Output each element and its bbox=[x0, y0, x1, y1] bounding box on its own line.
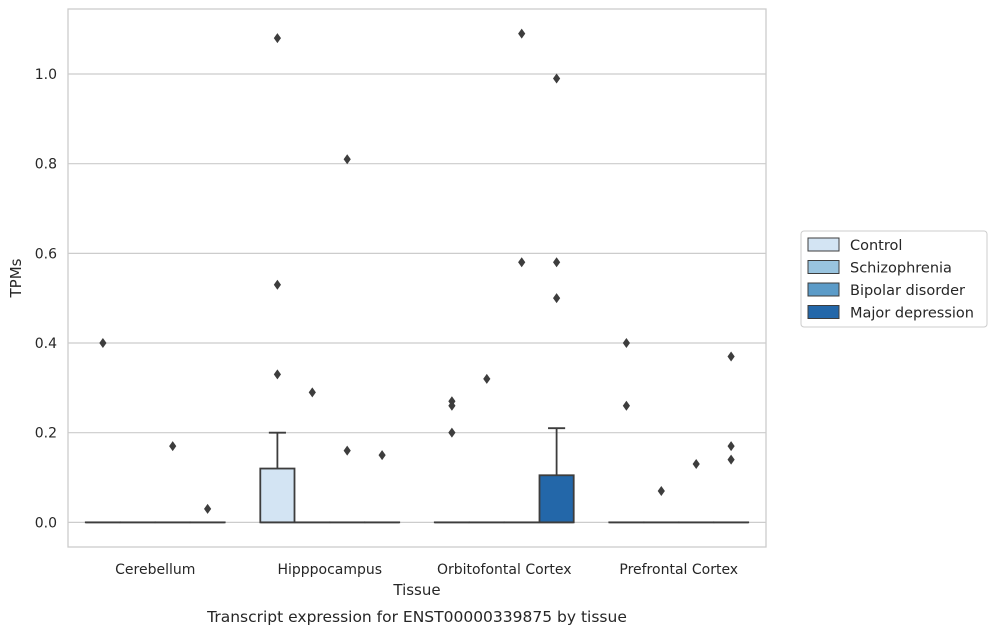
y-tick-label: 0.4 bbox=[35, 336, 57, 352]
outlier-point bbox=[343, 445, 351, 456]
outlier-point bbox=[273, 33, 281, 44]
outlier-point bbox=[308, 387, 316, 398]
y-tick-label: 0.0 bbox=[35, 515, 57, 531]
legend-label: Bipolar disorder bbox=[850, 283, 965, 299]
outlier-point bbox=[518, 257, 526, 268]
outlier-point bbox=[727, 441, 735, 452]
outlier-point bbox=[169, 441, 177, 452]
box bbox=[259, 467, 296, 524]
outlier-point bbox=[204, 503, 212, 514]
x-tick-label: Prefrontal Cortex bbox=[619, 562, 738, 578]
box-series bbox=[84, 427, 750, 524]
y-axis-label: TPMs bbox=[7, 258, 25, 298]
legend-label: Schizophrenia bbox=[850, 261, 952, 277]
outlier-point bbox=[99, 338, 107, 349]
y-axis-ticks: 0.0 0.2 0.4 0.6 0.8 1.0 bbox=[35, 67, 57, 531]
outlier-point bbox=[622, 338, 630, 349]
legend-swatch bbox=[807, 260, 840, 274]
outlier-point bbox=[273, 369, 281, 380]
outlier-point bbox=[553, 293, 561, 304]
x-axis-ticks: Cerebellum Hipppocampus Orbitofontal Corte… bbox=[115, 562, 738, 578]
x-tick-label: Cerebellum bbox=[115, 562, 195, 578]
outlier-point bbox=[518, 28, 526, 39]
x-tick-label: Orbitofontal Cortex bbox=[437, 562, 572, 578]
y-tick-label: 1.0 bbox=[35, 67, 57, 83]
outlier-point bbox=[727, 454, 735, 465]
x-tick-label: Hipppocampus bbox=[277, 562, 382, 578]
outlier-points bbox=[99, 28, 735, 514]
y-tick-label: 0.2 bbox=[35, 426, 57, 442]
outlier-point bbox=[553, 73, 561, 84]
chart-caption: Transcript expression for ENST0000033987… bbox=[206, 608, 627, 626]
outlier-point bbox=[657, 485, 665, 496]
legend-label: Control bbox=[850, 238, 902, 254]
outlier-point bbox=[273, 279, 281, 290]
outlier-point bbox=[448, 400, 456, 411]
outlier-point bbox=[483, 373, 491, 384]
outlier-point bbox=[727, 351, 735, 362]
legend-swatch bbox=[807, 282, 840, 297]
outlier-point bbox=[448, 427, 456, 438]
outlier-point bbox=[343, 154, 351, 165]
legend-swatch bbox=[807, 305, 840, 319]
outlier-point bbox=[692, 459, 700, 470]
y-tick-label: 0.8 bbox=[35, 157, 57, 173]
legend-label: Major depression bbox=[850, 306, 974, 322]
gridlines bbox=[68, 73, 766, 523]
x-axis-label: Tissue bbox=[392, 581, 440, 599]
plot-frame bbox=[67, 8, 767, 548]
box-major-depression bbox=[538, 427, 575, 524]
outlier-point bbox=[378, 450, 386, 461]
legend-swatch bbox=[807, 237, 840, 252]
legend-items: Control Schizophrenia Bipolar disorder Majo… bbox=[807, 237, 974, 322]
y-tick-label: 0.6 bbox=[35, 246, 57, 262]
outlier-point bbox=[553, 257, 561, 268]
box-control bbox=[259, 431, 296, 524]
box bbox=[538, 474, 575, 524]
outlier-point bbox=[622, 400, 630, 411]
legend: Control Schizophrenia Bipolar disorder Majo… bbox=[800, 230, 988, 328]
legend-frame bbox=[800, 230, 988, 328]
